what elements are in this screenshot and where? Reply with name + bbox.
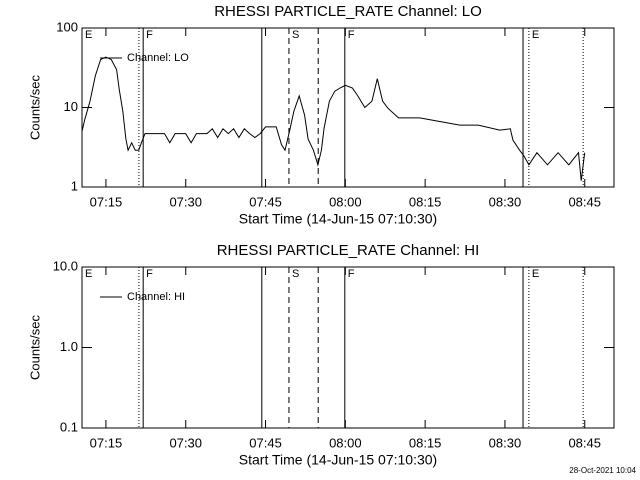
x-tick-label: 08:30	[489, 194, 522, 209]
x-tick-label: 07:45	[249, 194, 282, 209]
marker-label: F	[146, 268, 153, 280]
x-tick-label: 07:15	[90, 194, 123, 209]
marker-label: S	[292, 268, 299, 280]
chart-title: RHESSI PARTICLE_RATE Channel: HI	[217, 242, 480, 259]
x-tick-label: 08:15	[409, 435, 442, 450]
x-axis-label: Start Time (14-Jun-15 07:10:30)	[239, 211, 437, 227]
x-tick-label: 07:30	[169, 194, 202, 209]
marker-label: E	[85, 268, 92, 280]
x-axis-label: Start Time (14-Jun-15 07:10:30)	[239, 452, 437, 468]
marker-label: F	[348, 29, 355, 41]
x-tick-label: 08:15	[409, 194, 442, 209]
marker-label: E	[532, 29, 539, 41]
marker-label: E	[532, 268, 539, 280]
y-tick-label: 0.1	[60, 419, 78, 434]
y-tick-label: 1.0	[60, 339, 78, 354]
y-axis-label: Counts/sec	[27, 314, 42, 380]
x-tick-label: 07:15	[90, 435, 123, 450]
chart-title: RHESSI PARTICLE_RATE Channel: LO	[214, 3, 482, 20]
marker-label: F	[146, 29, 153, 41]
marker-label: S	[292, 29, 299, 41]
x-tick-label: 08:45	[568, 435, 601, 450]
y-tick-label: 1	[71, 178, 78, 193]
x-tick-label: 08:00	[329, 194, 362, 209]
y-tick-label: 10	[64, 99, 78, 114]
legend-label: Channel: LO	[127, 52, 189, 64]
marker-label: F	[348, 268, 355, 280]
x-tick-label: 08:30	[489, 435, 522, 450]
x-tick-label: 07:30	[169, 435, 202, 450]
footer: 28-Oct-2021 10:04	[569, 466, 636, 475]
marker-label: E	[85, 29, 92, 41]
y-axis-label: Counts/sec	[27, 74, 42, 140]
data-line	[81, 56, 586, 181]
x-tick-label: 08:45	[568, 194, 601, 209]
x-tick-label: 08:00	[329, 435, 362, 450]
y-tick-label: 10.0	[53, 258, 78, 273]
legend-label: Channel: HI	[127, 291, 185, 303]
x-tick-label: 07:45	[249, 435, 282, 450]
y-tick-label: 100	[56, 19, 78, 34]
